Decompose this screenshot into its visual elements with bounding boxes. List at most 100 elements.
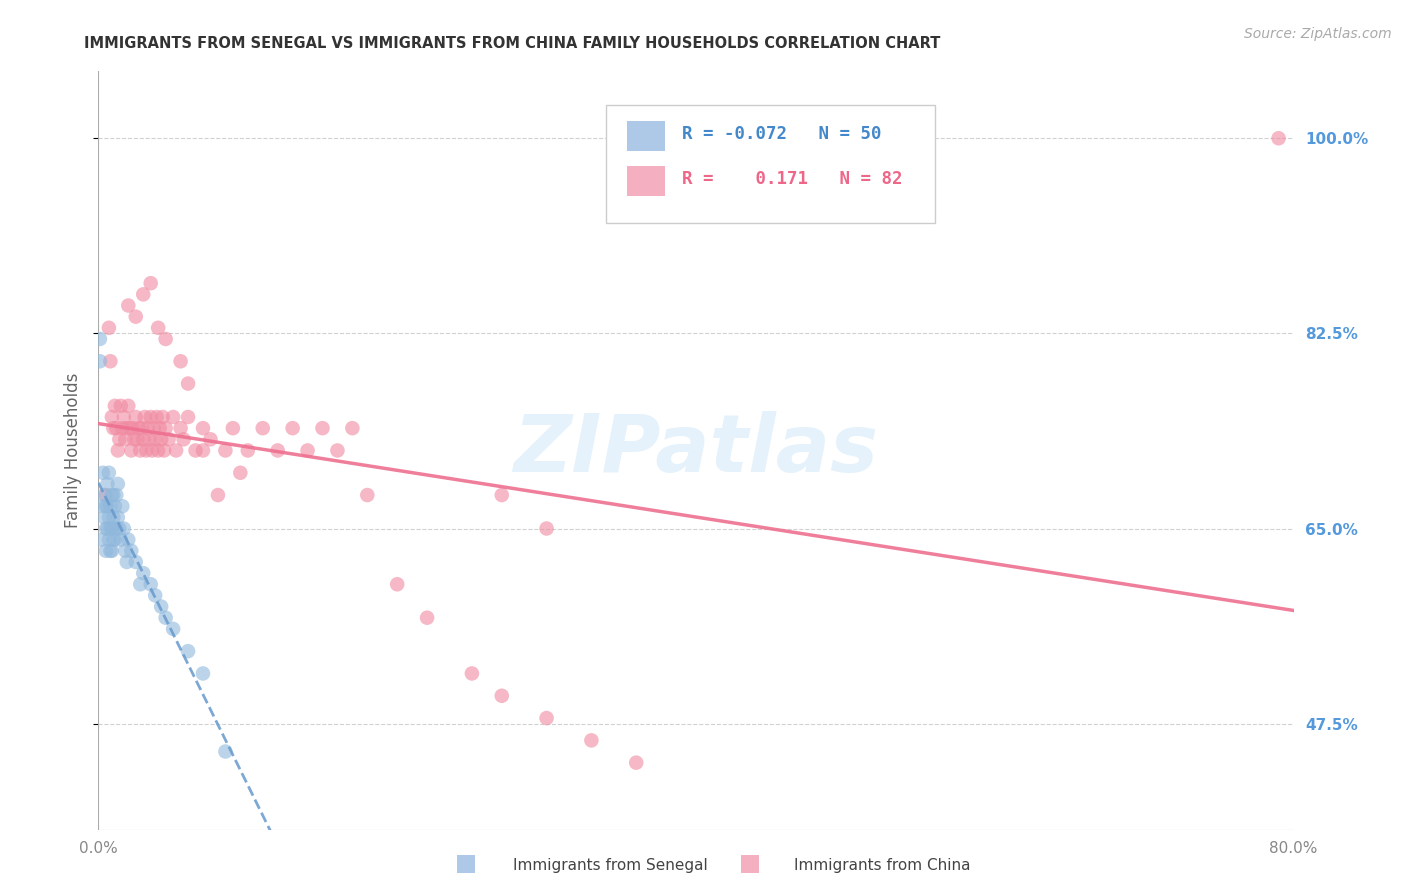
Point	[120, 544, 142, 558]
Point	[416, 611, 439, 625]
FancyBboxPatch shape	[606, 105, 935, 223]
Point	[536, 522, 558, 536]
Point	[157, 433, 180, 447]
Point	[98, 500, 122, 514]
Point	[111, 421, 134, 435]
Point	[112, 410, 135, 425]
Point	[191, 421, 214, 435]
Point	[143, 433, 166, 447]
Point	[1267, 131, 1289, 145]
Point	[134, 410, 156, 425]
FancyBboxPatch shape	[627, 166, 665, 196]
Point	[142, 421, 165, 435]
Point	[184, 443, 207, 458]
Point	[117, 299, 139, 313]
Point	[96, 522, 118, 536]
Point	[104, 533, 127, 547]
Point	[110, 399, 132, 413]
Point	[326, 443, 349, 458]
Point	[117, 399, 139, 413]
Point	[101, 410, 124, 425]
Point	[214, 443, 236, 458]
Point	[139, 277, 162, 291]
Point	[124, 433, 146, 447]
Point	[297, 443, 319, 458]
Point	[118, 421, 141, 435]
Point	[132, 287, 155, 301]
Point	[107, 443, 129, 458]
Point	[97, 466, 120, 480]
Point	[222, 421, 245, 435]
Point	[105, 488, 128, 502]
Point	[236, 443, 259, 458]
Point	[177, 410, 200, 425]
Point	[89, 332, 111, 346]
Point	[94, 488, 117, 502]
Point	[155, 611, 177, 625]
Point	[127, 433, 149, 447]
Point	[152, 410, 174, 425]
Point	[200, 433, 222, 447]
Point	[342, 421, 364, 435]
Point	[97, 321, 120, 335]
Text: Immigrants from China: Immigrants from China	[794, 858, 972, 872]
Point	[115, 555, 138, 569]
Point	[93, 510, 115, 524]
Point	[110, 533, 132, 547]
Point	[125, 310, 148, 324]
Point	[98, 522, 122, 536]
Point	[150, 599, 173, 614]
Text: R =    0.171   N = 82: R = 0.171 N = 82	[682, 170, 903, 188]
FancyBboxPatch shape	[627, 120, 665, 151]
Point	[89, 354, 111, 368]
Point	[108, 433, 131, 447]
Point	[97, 510, 120, 524]
Point	[169, 421, 191, 435]
Point	[101, 488, 124, 502]
Point	[150, 433, 173, 447]
Point	[173, 433, 195, 447]
Point	[155, 421, 177, 435]
Point	[385, 577, 409, 591]
Point	[165, 443, 187, 458]
Point	[107, 477, 129, 491]
Point	[145, 410, 167, 425]
Point	[96, 500, 118, 514]
Point	[162, 410, 184, 425]
Point	[191, 443, 214, 458]
Point	[101, 522, 124, 536]
Point	[311, 421, 333, 435]
Point	[177, 644, 200, 658]
Point	[229, 466, 252, 480]
Point	[93, 488, 115, 502]
Y-axis label: Family Households: Family Households	[65, 373, 83, 528]
Point	[105, 522, 128, 536]
Point	[96, 477, 118, 491]
Point	[132, 566, 155, 581]
Text: Source: ZipAtlas.com: Source: ZipAtlas.com	[1244, 27, 1392, 41]
Point	[136, 421, 159, 435]
Point	[281, 421, 304, 435]
Point	[155, 332, 177, 346]
Point	[143, 589, 166, 603]
Point	[103, 488, 125, 502]
Point	[141, 443, 163, 458]
Point	[356, 488, 378, 502]
Point	[104, 500, 127, 514]
Point	[101, 544, 124, 558]
Point	[252, 421, 274, 435]
Point	[103, 421, 125, 435]
Point	[153, 443, 176, 458]
Point	[461, 666, 484, 681]
Point	[98, 354, 122, 368]
Point	[148, 321, 170, 335]
Text: ZIPatlas: ZIPatlas	[513, 411, 879, 490]
Point	[90, 533, 112, 547]
Point	[128, 421, 150, 435]
Point	[129, 443, 152, 458]
Point	[97, 533, 120, 547]
Point	[94, 500, 117, 514]
Point	[91, 500, 114, 514]
Text: R = -0.072   N = 50: R = -0.072 N = 50	[682, 125, 882, 143]
Point	[491, 689, 513, 703]
